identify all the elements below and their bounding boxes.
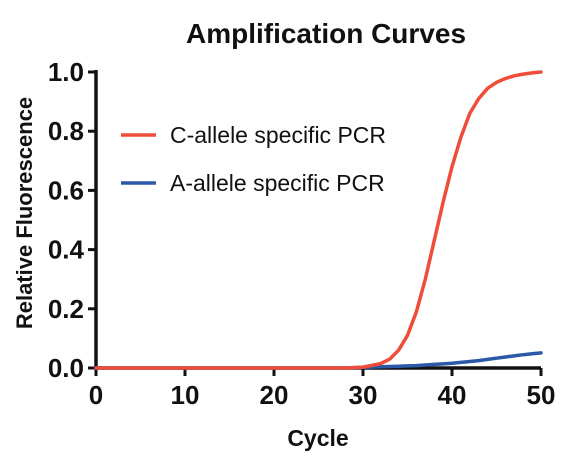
series-line-c-allele	[94, 70, 543, 370]
legend: C-allele specific PCR A-allele specific P…	[121, 122, 386, 196]
x-tick-label: 40	[438, 380, 467, 410]
axes	[94, 70, 541, 370]
y-axis-label: Relative Fluorescence	[12, 97, 37, 329]
ticks: 0 10 20 30 40 50 0.0 0.2 0.4 0.6 0.8 1.0	[48, 57, 556, 410]
y-tick-label: 0.8	[48, 116, 84, 146]
y-tick-label: 0.0	[48, 353, 84, 383]
x-tick-label: 50	[527, 380, 556, 410]
y-tick-label: 0.4	[48, 235, 85, 265]
x-tick-label: 30	[349, 380, 378, 410]
chart-title: Amplification Curves	[186, 18, 466, 49]
series-lines	[94, 70, 543, 370]
y-tick-label: 0.2	[48, 294, 84, 324]
y-tick-label: 1.0	[48, 57, 84, 87]
legend-label: C-allele specific PCR	[170, 122, 386, 148]
x-axis-label: Cycle	[287, 425, 348, 451]
legend-label: A-allele specific PCR	[170, 170, 385, 196]
y-tick-label: 0.6	[48, 175, 84, 205]
series-line-a-allele	[94, 351, 543, 370]
x-tick-label: 20	[260, 380, 289, 410]
x-tick-label: 0	[89, 380, 103, 410]
x-tick-label: 10	[171, 380, 200, 410]
